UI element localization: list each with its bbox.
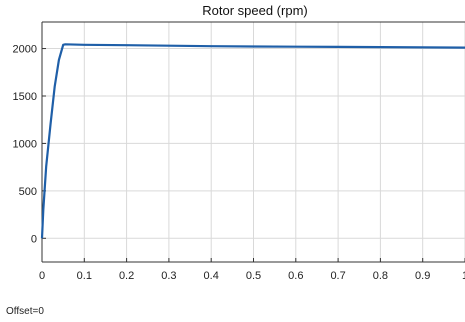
- y-tick-label: 1500: [13, 91, 37, 103]
- x-tick-label: 1: [462, 270, 465, 282]
- y-tick-label: 1000: [13, 138, 37, 150]
- x-tick-label: 0.8: [373, 270, 388, 282]
- rotor-speed-line: [40, 43, 465, 239]
- x-tick-label: 0.2: [119, 270, 134, 282]
- y-tick-label: 500: [19, 186, 37, 198]
- x-tick-label: 0.7: [330, 270, 345, 282]
- x-tick-label: 0: [39, 270, 45, 282]
- y-tick-label: 0: [31, 233, 37, 245]
- x-axis-ticks: 0 0.1 0.2 0.3 0.4 0.5 0.6 0.7 0.8 0.9 1: [39, 258, 465, 282]
- series-layer: [40, 43, 465, 239]
- x-tick-label: 0.9: [415, 270, 430, 282]
- x-tick-label: 0.1: [77, 270, 92, 282]
- x-tick-label: 0.4: [204, 270, 219, 282]
- y-tick-label: 2000: [13, 44, 37, 56]
- x-tick-label: 0.6: [288, 270, 303, 282]
- x-tick-label: 0.3: [161, 270, 176, 282]
- y-axis-ticks: 0 500 1000 1500 2000: [13, 44, 46, 245]
- chart-title: Rotor speed (rpm): [202, 3, 307, 18]
- offset-label: Offset=0: [6, 306, 44, 317]
- grid-lines: [41, 22, 465, 262]
- x-tick-label: 0.5: [246, 270, 261, 282]
